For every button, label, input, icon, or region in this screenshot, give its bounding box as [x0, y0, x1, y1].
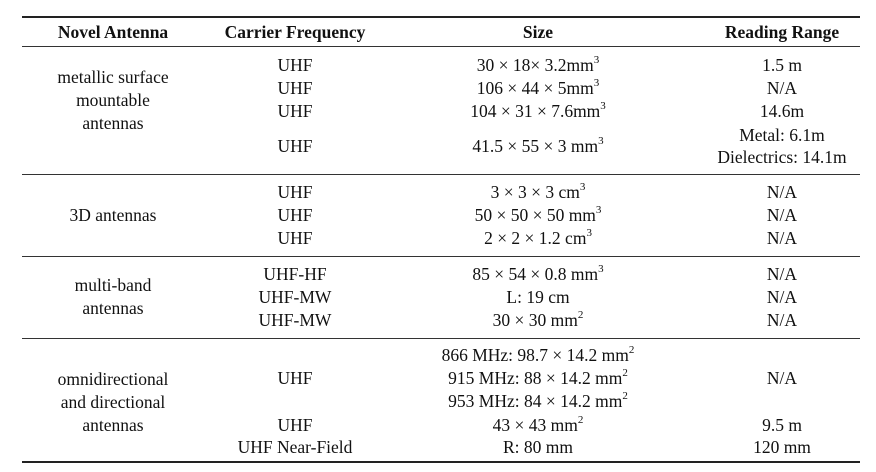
table-bottom-rule [22, 461, 860, 463]
antenna-type-label: omnidirectional [57, 369, 169, 389]
reading-range-cell: N/A [766, 228, 798, 248]
antenna-type-label: 3D antennas [69, 205, 157, 225]
carrier-frequency-cell: UHF [277, 55, 313, 75]
reading-range-cell: Metal: 6.1m [739, 125, 825, 145]
size-cell: 41.5 × 55 × 3 mm3 [472, 135, 604, 156]
antenna-type-label: antennas [82, 298, 144, 318]
reading-range-cell: 1.5 m [762, 55, 802, 75]
size-cell: 85 × 54 × 0.8 mm3 [472, 263, 604, 284]
size-cell: 2 × 2 × 1.2 cm3 [484, 227, 592, 248]
reading-range-cell: 14.6m [759, 101, 805, 121]
size-cell: 30 × 30 mm2 [492, 309, 584, 330]
group-separator-1 [22, 174, 860, 175]
reading-range-cell: 9.5 m [762, 415, 802, 435]
reading-range-cell: Dielectrics: 14.1m [717, 147, 847, 167]
carrier-frequency-cell: UHF-MW [258, 310, 332, 330]
header-reading-range: Reading Range [724, 22, 840, 42]
reading-range-cell: N/A [766, 310, 798, 330]
carrier-frequency-cell: UHF [277, 101, 313, 121]
reading-range-cell: 120 mm [753, 437, 811, 457]
carrier-frequency-cell: UHF [277, 415, 313, 435]
size-cell: 104 × 31 × 7.6mm3 [470, 100, 606, 121]
carrier-frequency-cell: UHF-MW [258, 287, 332, 307]
carrier-frequency-cell: UHF-HF [263, 264, 327, 284]
size-cell: R: 80 mm [502, 437, 573, 457]
antenna-type-label: antennas [82, 113, 144, 133]
carrier-frequency-cell: UHF [277, 182, 313, 202]
antenna-type-label: multi-band [74, 275, 152, 295]
size-cell: 106 × 44 × 5mm3 [476, 77, 600, 98]
carrier-frequency-cell: UHF [277, 78, 313, 98]
size-cell: 953 MHz: 84 × 14.2 mm2 [448, 390, 628, 411]
reading-range-cell: N/A [766, 368, 798, 388]
antenna-type-label: mountable [76, 90, 150, 110]
carrier-frequency-cell: UHF [277, 205, 313, 225]
table-top-rule [22, 16, 860, 18]
group-separator-3 [22, 338, 860, 339]
antenna-type-label: antennas [82, 415, 144, 435]
reading-range-cell: N/A [766, 264, 798, 284]
carrier-frequency-cell: UHF Near-Field [237, 437, 353, 457]
size-cell: 915 MHz: 88 × 14.2 mm2 [448, 367, 628, 388]
antenna-type-label: and directional [60, 392, 166, 412]
antenna-type-label: metallic surface [57, 67, 169, 87]
reading-range-cell: N/A [766, 78, 798, 98]
size-cell: 43 × 43 mm2 [492, 414, 584, 435]
reading-range-cell: N/A [766, 287, 798, 307]
carrier-frequency-cell: UHF [277, 228, 313, 248]
reading-range-cell: N/A [766, 182, 798, 202]
size-cell: 50 × 50 × 50 mm3 [474, 204, 602, 225]
header-rule [22, 46, 860, 47]
group-separator-2 [22, 256, 860, 257]
size-cell: L: 19 cm [506, 287, 570, 307]
reading-range-cell: N/A [766, 205, 798, 225]
size-cell: 866 MHz: 98.7 × 14.2 mm2 [441, 344, 635, 365]
size-cell: 30 × 18× 3.2mm3 [476, 54, 600, 75]
header-carrier-frequency: Carrier Frequency [224, 22, 366, 42]
header-novel-antenna: Novel Antenna [57, 22, 169, 42]
size-cell: 3 × 3 × 3 cm3 [490, 181, 586, 202]
header-size: Size [522, 22, 554, 42]
carrier-frequency-cell: UHF [277, 368, 313, 388]
carrier-frequency-cell: UHF [277, 136, 313, 156]
